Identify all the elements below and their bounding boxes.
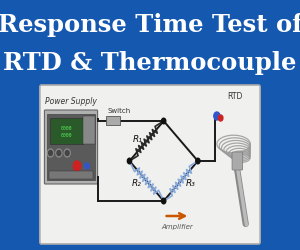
Text: R₂: R₂ (132, 179, 142, 188)
Circle shape (218, 116, 223, 121)
Text: Response Time Test of: Response Time Test of (0, 13, 300, 37)
FancyBboxPatch shape (232, 152, 243, 170)
Text: Power Supply: Power Supply (45, 96, 97, 106)
Circle shape (65, 151, 69, 156)
FancyBboxPatch shape (50, 118, 83, 144)
FancyBboxPatch shape (47, 114, 94, 180)
Circle shape (161, 198, 166, 204)
Text: Amplifier: Amplifier (161, 223, 193, 229)
Text: R₁: R₁ (133, 135, 142, 144)
Text: RTD & Thermocouple: RTD & Thermocouple (3, 51, 297, 75)
Circle shape (85, 163, 89, 169)
FancyBboxPatch shape (44, 110, 98, 184)
Circle shape (128, 158, 132, 164)
Circle shape (196, 158, 200, 164)
Circle shape (161, 119, 166, 124)
FancyBboxPatch shape (49, 171, 93, 179)
Circle shape (73, 161, 81, 171)
Circle shape (47, 150, 53, 157)
Circle shape (49, 151, 52, 156)
Text: 0000
0000: 0000 0000 (61, 126, 72, 137)
FancyBboxPatch shape (83, 116, 94, 144)
Circle shape (57, 151, 61, 156)
FancyBboxPatch shape (106, 116, 120, 126)
Circle shape (214, 112, 220, 120)
Circle shape (64, 150, 70, 157)
Circle shape (56, 150, 62, 157)
Text: Switch: Switch (107, 108, 131, 114)
Text: RTD: RTD (227, 92, 243, 101)
FancyBboxPatch shape (40, 86, 260, 244)
Text: R₃: R₃ (186, 179, 196, 188)
